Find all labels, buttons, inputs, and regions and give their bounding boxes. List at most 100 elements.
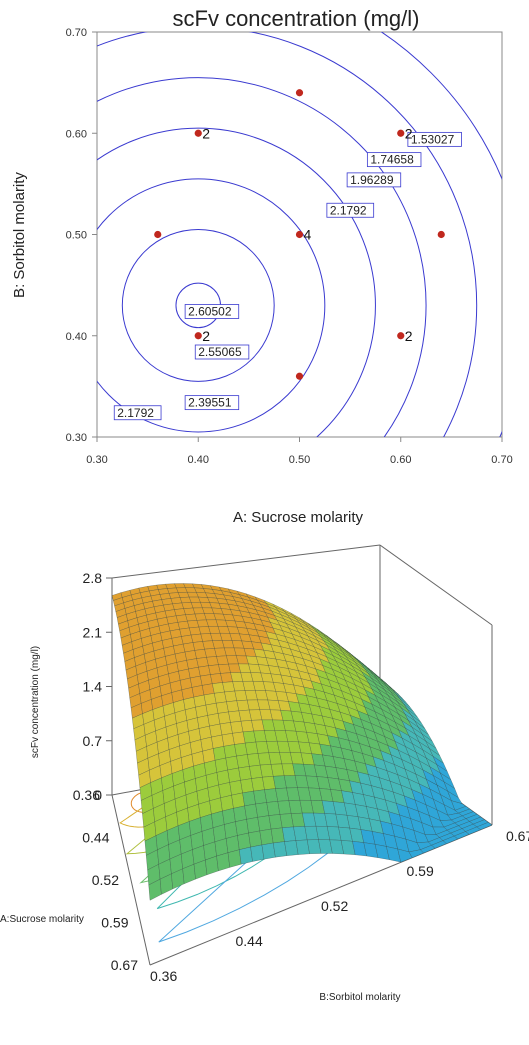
contour-x-ticks: 0.30 0.40 0.50 0.60 0.70: [86, 437, 513, 466]
surface-b-tick-label: 0.52: [321, 898, 348, 914]
surface-z-tick-label: 0: [94, 787, 102, 803]
surface-a-axis-label: A:Sucrose molarity: [0, 914, 84, 925]
surface-cell: [476, 822, 493, 830]
contour-x-axis-label: A: Sucrose molarity: [233, 509, 364, 526]
surface-b-ticks: 0.36 0.44 0.52 0.59 0.67: [150, 828, 529, 984]
surface-cell: [251, 777, 265, 792]
contour-y-axis-label: B: Sorbitol molarity: [11, 172, 28, 298]
contour-label: 2.1792: [113, 405, 162, 421]
surface-z-tick-label: 0.7: [83, 733, 103, 749]
design-point: [295, 89, 304, 97]
surface-cell: [219, 722, 233, 736]
surface-cell: [239, 846, 253, 865]
contour-label: 1.74658: [366, 152, 422, 168]
design-point: [154, 230, 162, 239]
design-point: 2: [194, 125, 210, 141]
surface-a-ticks: 0.36 0.44 0.52 0.59 0.67: [73, 787, 138, 973]
surface-b-tick-label: 0.59: [407, 863, 434, 879]
contour-line: [97, 178, 326, 433]
surface-cell: [205, 702, 219, 716]
design-point-count: 2: [202, 328, 210, 344]
surface-cell: [261, 842, 276, 860]
contour-line: [121, 228, 275, 382]
surface-cell: [250, 844, 265, 862]
surface-a-tick-label: 0.52: [92, 872, 119, 888]
surface-a-tick-label: 0.59: [101, 915, 128, 931]
surface-cell: [227, 849, 242, 868]
surface-a-tick-label: 0.67: [111, 957, 138, 973]
surface-cell: [221, 733, 235, 747]
contour-y-tick-label: 0.60: [66, 128, 87, 140]
surface-cell: [209, 723, 223, 738]
contour-y-tick-label: 0.30: [66, 432, 87, 444]
surface-cell: [203, 693, 217, 706]
surface-cell: [234, 742, 248, 757]
contour-x-tick-label: 0.40: [188, 454, 209, 466]
contour-x-tick-label: 0.60: [390, 454, 411, 466]
contour-lines: [97, 32, 502, 437]
contour-x-tick-label: 0.70: [491, 454, 512, 466]
contour-labels: 1.53027 1.74658 1.96289 2.1792 2.1792 2.39551…: [113, 131, 462, 421]
design-points: 2 2 4 2 2: [154, 89, 445, 380]
contour-y-tick-label: 0.70: [66, 27, 87, 39]
design-point: [437, 230, 445, 239]
surface-z-axis-label: scFv concentration (mg/l): [30, 646, 41, 758]
svg-text:1.74658: 1.74658: [370, 153, 414, 167]
contour-label: 2.39551: [184, 395, 240, 411]
surface-cell: [216, 852, 230, 872]
contour-line: [97, 77, 427, 437]
design-point-count: 2: [405, 125, 413, 141]
surface-a-tick-label: 0.44: [82, 830, 109, 846]
surface-cell: [236, 754, 250, 769]
surface-cell: [224, 690, 238, 702]
surface-plot: 0 0.7 1.4 2.1 2.8 0.36 0.44 0.52 0.59 0.67 0.36 0…: [0, 544, 529, 1003]
svg-text:1.53027: 1.53027: [411, 132, 455, 146]
surface-cell: [227, 767, 241, 783]
contour-y-tick-label: 0.50: [66, 230, 87, 242]
surface-cell: [198, 665, 211, 677]
surface-cell: [235, 819, 249, 836]
contour-label: 1.53027: [407, 131, 462, 147]
contour-label: 2.60502: [184, 304, 240, 319]
surface-z-tick-label: 1.4: [83, 679, 103, 695]
contour-x-tick-label: 0.50: [289, 454, 310, 466]
design-point: 4: [295, 227, 312, 243]
contour-y-tick-label: 0.40: [66, 331, 87, 343]
surface-mesh: [111, 583, 493, 901]
contour-line: [97, 32, 478, 437]
surface-cell: [238, 766, 252, 781]
design-point: [295, 372, 304, 380]
surface-cell: [244, 803, 258, 820]
surface-cell: [237, 832, 251, 850]
surface-cell: [242, 790, 256, 807]
design-point-count: 4: [304, 227, 312, 243]
surface-cell: [211, 734, 225, 749]
surface-cell: [196, 657, 209, 668]
surface-z-tick-label: 2.8: [83, 570, 103, 586]
contour-label: 2.1792: [326, 202, 375, 218]
surface-cell: [225, 755, 239, 771]
surface-b-tick-label: 0.36: [150, 968, 177, 984]
svg-text:2.39551: 2.39551: [188, 396, 232, 410]
surface-b-tick-label: 0.67: [506, 828, 529, 844]
surface-cell: [259, 828, 274, 846]
surface-z-ticks: 0 0.7 1.4 2.1 2.8: [83, 570, 112, 803]
design-point-count: 2: [202, 125, 210, 141]
surface-cell: [248, 830, 263, 848]
surface-b-axis-label: B:Sorbitol molarity: [319, 992, 400, 1003]
svg-text:2.55065: 2.55065: [198, 345, 242, 359]
surface-b-tick-label: 0.44: [236, 933, 263, 949]
design-point: 2: [194, 328, 210, 344]
contour-title: scFv concentration (mg/l): [173, 6, 420, 31]
surface-cell: [257, 815, 272, 832]
surface-cell: [223, 744, 237, 759]
svg-text:1.96289: 1.96289: [350, 173, 394, 187]
contour-line: [97, 127, 376, 437]
design-point: 2: [397, 125, 413, 141]
svg-text:2.60502: 2.60502: [188, 305, 232, 319]
surface-z-tick-label: 2.1: [83, 624, 103, 640]
contour-label: 2.55065: [194, 344, 250, 360]
design-point: 2: [397, 328, 413, 344]
surface-cell: [217, 711, 231, 725]
